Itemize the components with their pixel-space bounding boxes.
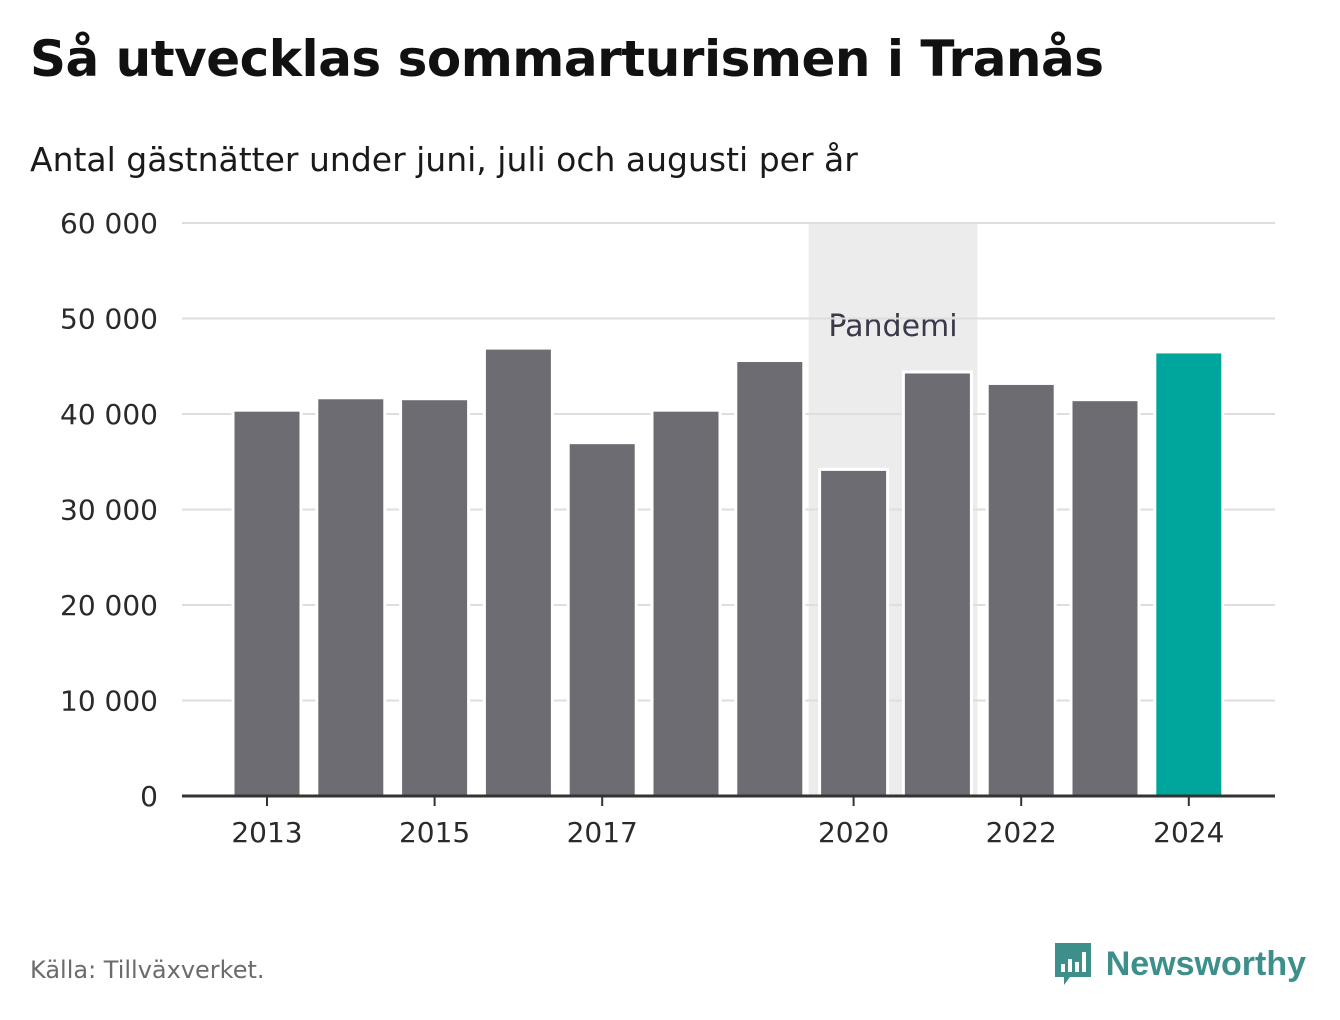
bar-2020 (818, 467, 890, 798)
bar-2022 (985, 381, 1057, 798)
brand-name: Newsworthy (1105, 944, 1306, 983)
bar-2017 (566, 441, 638, 798)
y-tick-label: 40 000 (60, 398, 158, 431)
y-tick-label: 10 000 (60, 685, 158, 718)
y-tick-label: 30 000 (60, 494, 158, 527)
bar-chart: Pandemi 0 10 000 20 000 30 000 40 000 50 000 6… (60, 207, 1275, 849)
bar-2024 (1153, 350, 1225, 798)
brand-logo: Newsworthy (1052, 940, 1306, 988)
bar-2014 (315, 396, 387, 798)
chart-subtitle: Antal gästnätter under juni, juli och au… (30, 140, 858, 179)
x-tick-label: 2013 (231, 816, 302, 849)
bar-2016 (482, 346, 554, 798)
bar-2018 (650, 408, 722, 798)
bar-2019 (734, 359, 806, 798)
newsworthy-logo-icon (1054, 943, 1091, 985)
bar-2013 (231, 408, 303, 798)
pandemic-label: Pandemi (828, 309, 957, 344)
x-tick-label: 2015 (399, 816, 470, 849)
y-tick-label: 50 000 (60, 303, 158, 336)
bar-2023 (1069, 398, 1141, 798)
x-tick-label: 2022 (986, 816, 1057, 849)
source-note: Källa: Tillväxverket. (30, 956, 265, 984)
y-tick-label: 20 000 (60, 589, 158, 622)
bar-2021 (901, 370, 973, 798)
x-tick-label: 2017 (567, 816, 638, 849)
x-tick-label: 2020 (818, 816, 889, 849)
x-tick-label: 2024 (1153, 816, 1224, 849)
y-tick-label: 0 (140, 780, 158, 813)
bar-2015 (399, 397, 471, 798)
y-tick-label: 60 000 (60, 207, 158, 240)
chart-title: Så utvecklas sommarturismen i Tranås (30, 30, 1104, 88)
